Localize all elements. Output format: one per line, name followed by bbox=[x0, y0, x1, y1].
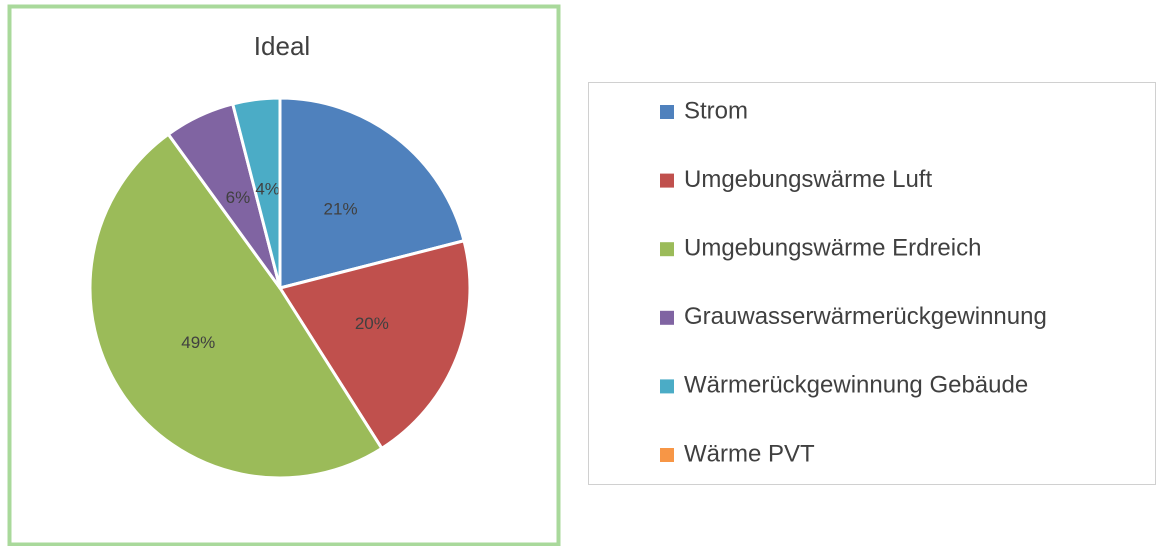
legend-swatch bbox=[660, 242, 674, 257]
legend-label: Umgebungswärme Luft bbox=[684, 166, 932, 193]
legend-swatch bbox=[660, 173, 674, 188]
legend-swatch bbox=[660, 379, 674, 394]
legend-label: Grauwasserwärmerückgewinnung bbox=[684, 303, 1047, 330]
legend-frame bbox=[588, 82, 1156, 485]
data-label: 20% bbox=[355, 314, 389, 333]
legend: Strom Umgebungswärme Luft Umgebungswärme E… bbox=[660, 97, 1047, 467]
data-label: 6% bbox=[226, 188, 251, 207]
data-label: 49% bbox=[181, 333, 215, 352]
pie: 21% 20% 49% 6% 4% bbox=[88, 96, 472, 480]
data-label: 4% bbox=[255, 179, 280, 198]
legend-swatch bbox=[660, 310, 674, 325]
legend-label: Strom bbox=[684, 97, 748, 124]
legend-label: Umgebungswärme Erdreich bbox=[684, 235, 981, 262]
data-label: 21% bbox=[324, 199, 358, 218]
legend-label: Wärme PVT bbox=[684, 440, 815, 467]
pie-slice bbox=[278, 96, 466, 290]
pie-slice bbox=[278, 239, 472, 450]
pie-slice bbox=[88, 132, 384, 480]
chart-title: Ideal bbox=[254, 31, 310, 61]
legend-swatch bbox=[660, 448, 674, 462]
legend-label: Wärmerückgewinnung Gebäude bbox=[684, 372, 1028, 399]
legend-swatch bbox=[660, 105, 674, 119]
